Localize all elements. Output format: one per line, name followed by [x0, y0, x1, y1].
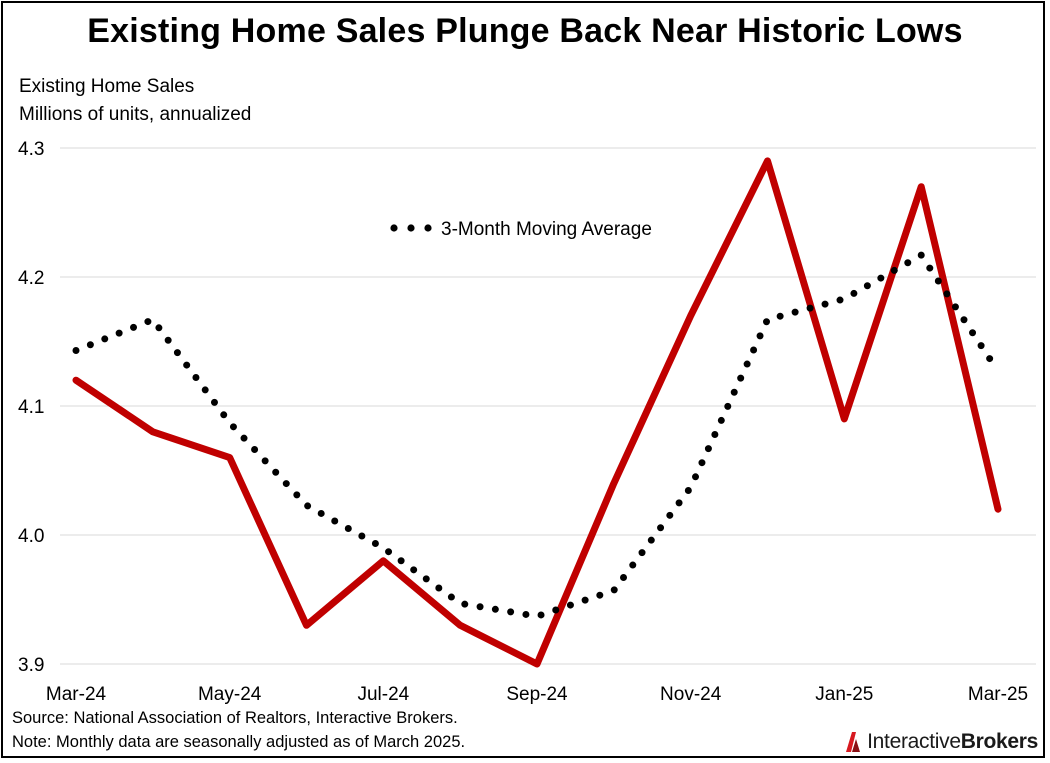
series-line-existing-home-sales	[72, 157, 1002, 668]
x-tick-label-1: May-24	[198, 684, 262, 705]
chart-title: Existing Home Sales Plunge Back Near His…	[87, 12, 963, 50]
y-axis-title-line-2: Millions of units, annualized	[19, 104, 252, 125]
legend-dot-0	[390, 224, 398, 232]
y-tick-label-1: 4.0	[18, 526, 44, 547]
interactive-brokers-logo: InteractiveBrokers	[843, 729, 1038, 755]
y-tick-label-3: 4.2	[18, 268, 44, 289]
legend-label-moving-average: 3-Month Moving Average	[441, 219, 652, 240]
x-tick-label-2: Jul-24	[357, 684, 409, 705]
source-footnote: Source: National Association of Realtors…	[12, 709, 458, 727]
x-tick-label-3: Sep-24	[506, 684, 568, 705]
logo-wordmark-part-2: Brokers	[960, 730, 1039, 753]
series-line-moving-average	[72, 251, 1002, 620]
note-footnote: Note: Monthly data are seasonally adjust…	[12, 733, 466, 751]
legend-dot-1	[407, 224, 415, 232]
y-tick-label-2: 4.1	[18, 397, 44, 418]
legend-dot-2	[424, 224, 432, 232]
x-tick-label-5: Jan-25	[815, 684, 873, 705]
interactive-brokers-logo-icon	[846, 732, 861, 752]
x-tick-label-6: Mar-25	[968, 684, 1028, 705]
y-axis-title-line-1: Existing Home Sales	[19, 76, 195, 97]
y-tick-label-0: 3.9	[18, 655, 44, 676]
y-tick-label-4: 4.3	[18, 139, 44, 160]
x-tick-label-4: Nov-24	[660, 684, 722, 705]
logo-wordmark: InteractiveBrokers	[867, 730, 1038, 754]
logo-wordmark-part-1: Interactive	[867, 730, 961, 753]
x-tick-label-0: Mar-24	[46, 684, 107, 705]
